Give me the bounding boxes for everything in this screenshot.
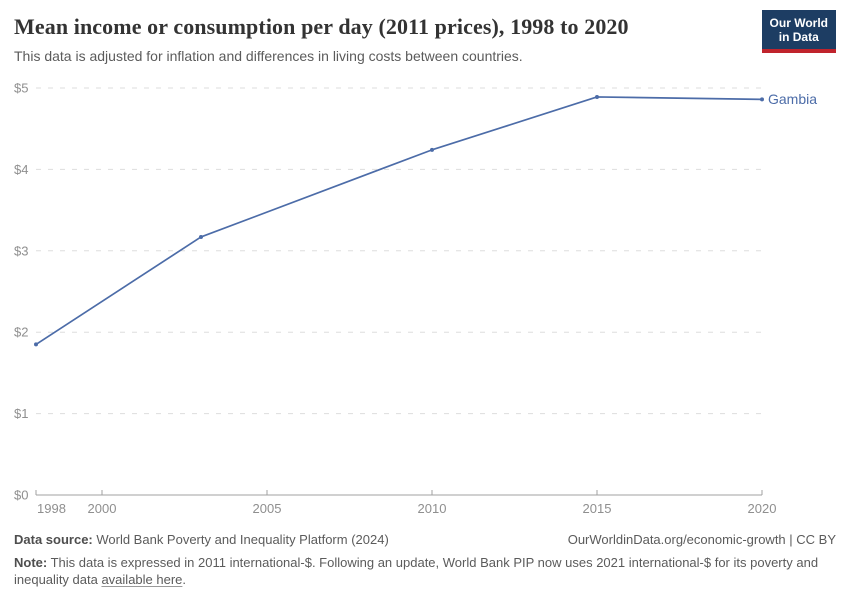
data-source-text: World Bank Poverty and Inequality Platfo… — [92, 532, 389, 547]
y-tick-label: $0 — [14, 488, 28, 503]
available-here-link[interactable]: available here — [101, 572, 183, 587]
chart-line[interactable] — [35, 96, 763, 346]
x-tick-label: 2010 — [418, 501, 447, 516]
y-tick-label: $4 — [14, 162, 28, 177]
x-tick-label: 1998 — [37, 501, 66, 516]
owid-url-link[interactable]: OurWorldinData.org/economic-growth | CC … — [567, 532, 836, 547]
x-tick-label: 2000 — [88, 501, 117, 516]
data-point[interactable] — [430, 147, 434, 152]
y-tick-label: $5 — [14, 81, 28, 96]
data-point[interactable] — [760, 97, 764, 102]
series-label[interactable]: Gambia — [768, 91, 817, 107]
x-tick-label: 2015 — [583, 501, 612, 516]
chart-header: Mean income or consumption per day (2011… — [14, 13, 754, 65]
data-source-label: Data source: — [14, 532, 93, 547]
data-point[interactable] — [595, 94, 599, 99]
y-tick-label: $3 — [14, 243, 28, 258]
data-point[interactable] — [199, 234, 203, 239]
note: Note: This data is expressed in 2011 int… — [14, 554, 836, 588]
owid-logo-line1: Our World — [769, 16, 828, 30]
note-text: This data is expressed in 2011 internati… — [14, 555, 819, 587]
data-point[interactable] — [34, 342, 38, 347]
note-suffix: . — [182, 572, 187, 587]
x-tick-label: 2020 — [748, 501, 777, 516]
data-source: Data source: World Bank Poverty and Ineq… — [14, 531, 389, 548]
owid-logo-line2: in Data — [778, 30, 819, 44]
y-tick-label: $2 — [14, 325, 28, 340]
chart-subtitle: This data is adjusted for inflation and … — [14, 48, 523, 64]
chart-footer: Data source: World Bank Poverty and Ineq… — [14, 531, 836, 588]
chart-title: Mean income or consumption per day (2011… — [14, 14, 629, 39]
y-tick-label: $1 — [14, 406, 28, 421]
owid-logo[interactable]: Our World in Data — [761, 10, 836, 53]
x-tick-label: 2005 — [253, 501, 282, 516]
source-row: Data source: World Bank Poverty and Ineq… — [14, 531, 836, 548]
note-label: Note: — [14, 555, 48, 570]
line-chart[interactable]: $0 $1 $2 $3 $4 $5 1998 2000 2005 2010 2015 2020 Gamb… — [0, 0, 850, 525]
